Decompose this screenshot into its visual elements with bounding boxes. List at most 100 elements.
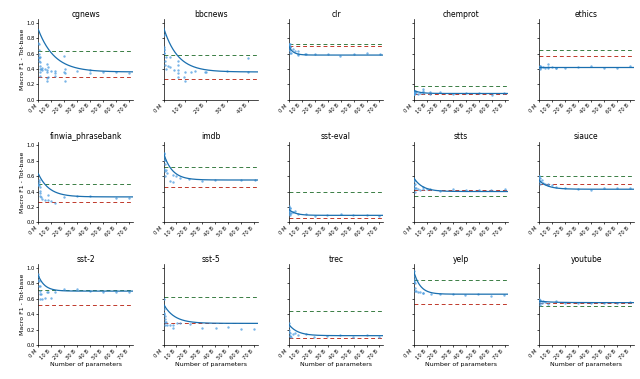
Point — [287, 46, 298, 52]
Point — [169, 67, 179, 73]
Point — [173, 58, 183, 64]
Point — [286, 210, 296, 216]
Point — [536, 300, 547, 306]
Point — [534, 298, 544, 304]
Point — [72, 67, 83, 74]
Point — [374, 334, 385, 340]
Point — [409, 90, 419, 96]
Point — [409, 182, 419, 188]
Point — [550, 65, 561, 71]
Point — [200, 69, 211, 75]
Point — [223, 324, 234, 330]
Point — [186, 69, 196, 75]
Point — [285, 50, 295, 56]
Point — [287, 331, 298, 337]
Point — [159, 151, 169, 157]
Point — [164, 54, 175, 60]
Point — [374, 51, 385, 57]
Point — [284, 320, 294, 326]
Title: siauce: siauce — [574, 133, 598, 141]
Point — [292, 332, 303, 338]
Point — [42, 289, 52, 295]
Point — [35, 193, 45, 199]
Point — [612, 185, 622, 191]
Point — [184, 176, 195, 182]
Point — [612, 65, 622, 71]
Point — [409, 276, 419, 282]
Point — [159, 166, 169, 172]
Point — [51, 289, 61, 295]
Point — [292, 49, 303, 55]
Point — [33, 278, 44, 284]
X-axis label: Number of parameters: Number of parameters — [425, 362, 497, 367]
Point — [33, 271, 44, 277]
Point — [236, 177, 246, 183]
Point — [573, 186, 583, 192]
Point — [33, 41, 44, 47]
Point — [51, 68, 61, 74]
Point — [285, 330, 295, 337]
Point — [165, 64, 175, 70]
Point — [50, 73, 60, 79]
Point — [410, 288, 420, 294]
Point — [410, 181, 420, 187]
Point — [534, 297, 545, 303]
Point — [165, 178, 175, 184]
Point — [290, 330, 300, 337]
Point — [284, 211, 294, 217]
Point — [625, 185, 635, 191]
Point — [573, 64, 583, 70]
Y-axis label: Macro F1 - Tot-base: Macro F1 - Tot-base — [20, 151, 25, 213]
Title: ethics: ethics — [575, 10, 598, 19]
Y-axis label: Macro F1 - Tot-base: Macro F1 - Tot-base — [20, 28, 25, 90]
Point — [160, 168, 170, 174]
Point — [36, 194, 46, 200]
Point — [35, 66, 45, 72]
Point — [42, 69, 52, 75]
Point — [124, 195, 134, 201]
Point — [284, 41, 294, 47]
Point — [586, 187, 596, 193]
Point — [35, 183, 45, 190]
Point — [534, 173, 544, 179]
Point — [35, 63, 45, 69]
Point — [46, 294, 56, 301]
Point — [500, 186, 510, 192]
Point — [34, 55, 44, 61]
Point — [159, 310, 169, 316]
Title: clr: clr — [331, 10, 341, 19]
Point — [111, 289, 122, 295]
Point — [461, 187, 471, 193]
Point — [543, 182, 553, 188]
X-axis label: Number of parameters: Number of parameters — [550, 362, 622, 367]
Point — [409, 177, 419, 183]
Point — [408, 91, 419, 97]
Point — [426, 91, 436, 97]
Point — [164, 321, 175, 327]
Point — [447, 91, 458, 97]
Point — [168, 172, 178, 179]
Point — [410, 91, 420, 97]
Point — [124, 289, 134, 295]
Point — [625, 299, 635, 305]
Point — [284, 44, 294, 50]
Point — [190, 68, 200, 74]
Point — [559, 185, 570, 191]
Point — [159, 47, 170, 53]
Point — [159, 307, 169, 313]
Point — [37, 196, 47, 202]
Point — [85, 193, 95, 199]
Point — [586, 300, 596, 306]
Point — [543, 61, 553, 67]
Point — [36, 66, 46, 72]
Point — [534, 173, 545, 179]
Point — [285, 210, 295, 216]
Point — [349, 51, 359, 57]
Point — [72, 287, 83, 293]
Point — [474, 91, 484, 97]
Point — [35, 54, 45, 60]
Point — [35, 283, 45, 290]
Point — [409, 89, 419, 95]
Point — [161, 55, 171, 61]
Point — [300, 50, 310, 56]
